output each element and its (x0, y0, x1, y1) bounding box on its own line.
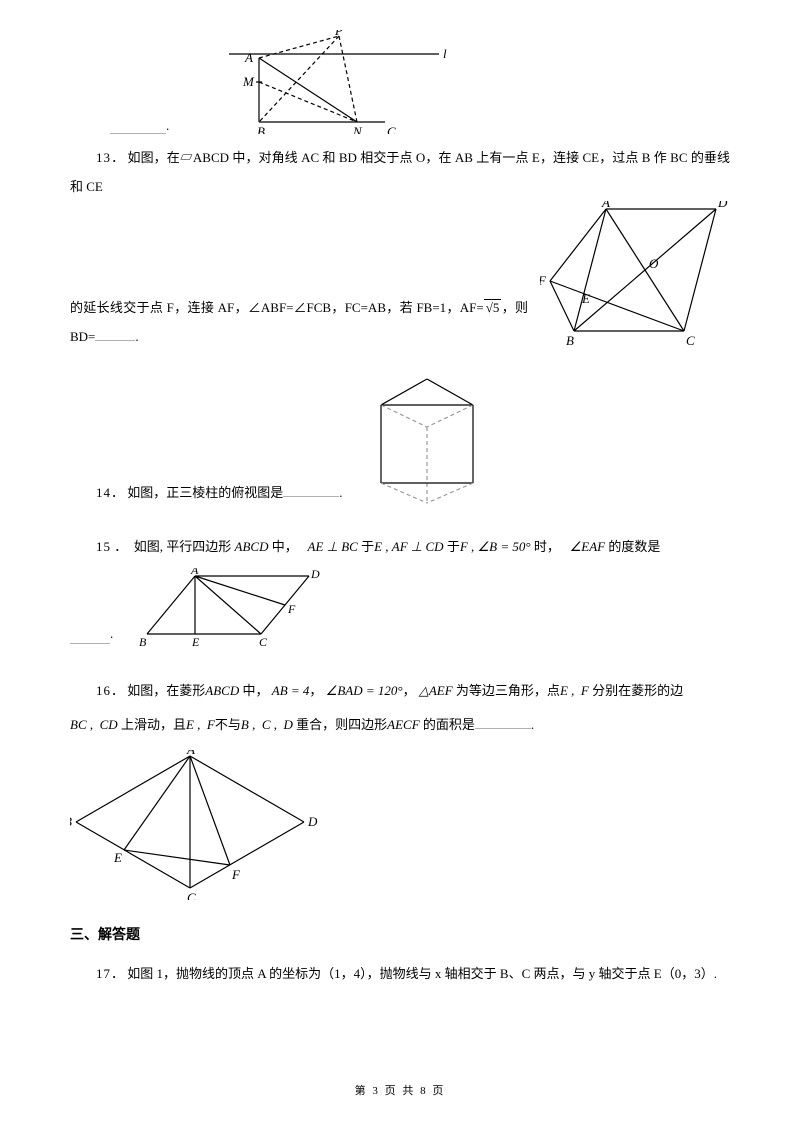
svg-text:C: C (387, 124, 396, 134)
q13-text-b: 的延长线交于点 F，连接 AF，∠ABF=∠FCB，FC=AB，若 FB=1，A… (70, 300, 484, 315)
problem-15: 15 ． 如图, 平行四边形 ABCD 中， AE ⊥ BC 于E , AF ⊥… (70, 531, 730, 650)
blank-12 (110, 121, 166, 134)
svg-text:F: F (287, 602, 296, 616)
svg-text:F: F (231, 867, 241, 882)
page-footer: 第 3 页 共 8 页 (0, 1082, 800, 1098)
svg-text:A: A (186, 750, 195, 757)
svg-text:B: B (257, 124, 265, 134)
svg-text:l: l (443, 46, 447, 61)
q13-text-a: 如图，在▱ABCD 中，对角线 AC 和 BD 相交于点 O，在 AB 上有一点… (70, 150, 730, 194)
q15-num: 15 (96, 539, 111, 554)
svg-text:C: C (187, 890, 196, 900)
svg-text:A: A (244, 50, 253, 65)
svg-text:B: B (70, 814, 72, 829)
svg-text:P: P (334, 30, 343, 38)
problem-14: 14． 如图，正三棱柱的俯视图是. (70, 375, 730, 507)
svg-text:D: D (310, 568, 320, 581)
problem-17: 17． 如图 1，抛物线的顶点 A 的坐标为（1，4），抛物线与 x 轴相交于 … (70, 960, 730, 989)
svg-text:O: O (649, 256, 659, 271)
figure-13: A D B C F E O (540, 201, 730, 351)
svg-text:A: A (601, 201, 610, 210)
q17-text: 如图 1，抛物线的顶点 A 的坐标为（1，4），抛物线与 x 轴相交于 B、C … (127, 966, 717, 981)
problem-13: 13． 如图，在▱ABCD 中，对角线 AC 和 BD 相交于点 O，在 AB … (70, 144, 730, 351)
svg-text:B: B (139, 635, 147, 649)
q17-num: 17 (96, 966, 111, 981)
figure-12: P AM B N Cl (199, 30, 459, 134)
svg-text:D: D (717, 201, 728, 210)
svg-text:B: B (566, 333, 574, 348)
svg-text:E: E (191, 635, 200, 649)
svg-text:D: D (307, 814, 318, 829)
svg-text:F: F (540, 273, 547, 288)
svg-text:C: C (259, 635, 268, 649)
q13-num: 13 (96, 150, 111, 165)
period: . (166, 118, 169, 134)
figure-14 (363, 375, 493, 511)
svg-text:A: A (190, 568, 199, 577)
svg-text:E: E (581, 291, 590, 306)
section-3-title: 三、解答题 (70, 924, 730, 944)
svg-text:C: C (686, 333, 695, 348)
blank-15 (70, 631, 110, 644)
svg-text:M: M (242, 74, 255, 89)
svg-text:E: E (113, 850, 122, 865)
blank-14 (283, 484, 339, 497)
q14-text: 如图，正三棱柱的俯视图是 (127, 485, 283, 500)
figure-15: A D B C E F (139, 568, 325, 650)
q16-num: 16 (96, 683, 111, 698)
problem-16: 16． 如图，在菱形ABCD 中， AB = 4， ∠BAD = 120°， △… (70, 674, 730, 900)
figure-16: A B D C E F (70, 750, 730, 900)
sqrt5: √5 (484, 299, 502, 315)
q14-num: 14 (96, 485, 111, 500)
blank-13 (95, 328, 135, 341)
blank-16 (475, 716, 531, 729)
svg-text:N: N (352, 124, 363, 134)
